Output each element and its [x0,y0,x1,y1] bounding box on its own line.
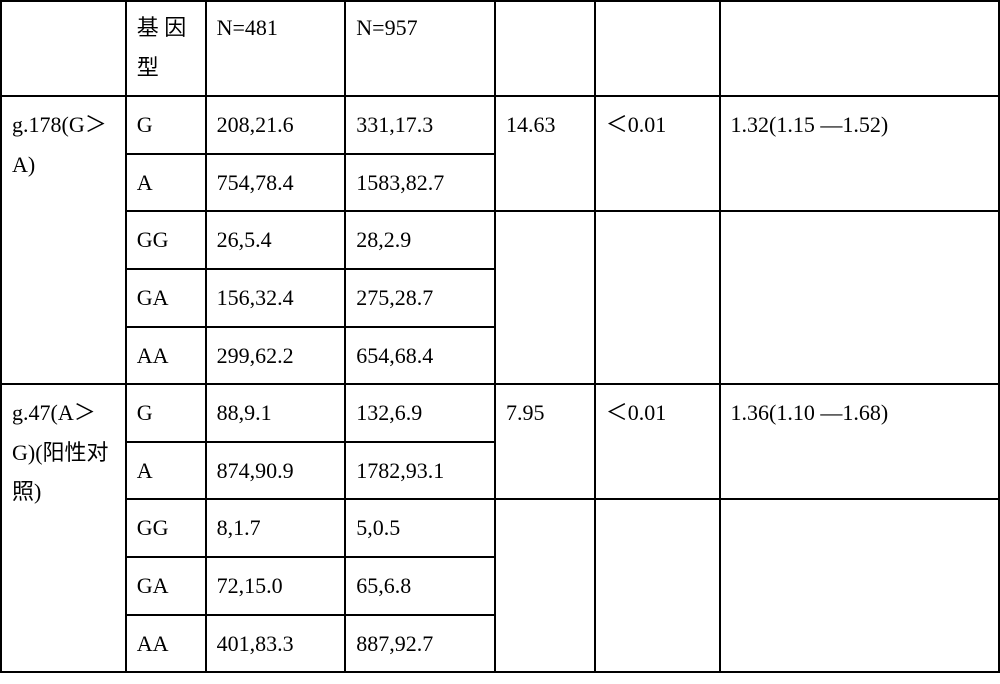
header-genotype: 基 因型 [126,1,206,96]
snp2-pval-2 [595,499,720,672]
header-n2: N=957 [345,1,495,96]
cell-geno: AA [126,327,206,385]
table-row: g.178(G＞A) G 208,21.6 331,17.3 14.63 ＜0.… [1,96,999,154]
cell-n2: 65,6.8 [345,557,495,615]
cell-n2: 28,2.9 [345,211,495,269]
header-stat [495,1,595,96]
cell-n2: 331,17.3 [345,96,495,154]
cell-n1: 88,9.1 [206,384,346,442]
cell-geno: G [126,384,206,442]
cell-n2: 1782,93.1 [345,442,495,500]
snp2-pval: ＜0.01 [595,384,720,499]
header-ci [720,1,999,96]
snp2-stat: 7.95 [495,384,595,499]
cell-n2: 1583,82.7 [345,154,495,212]
cell-n2: 654,68.4 [345,327,495,385]
cell-n1: 156,32.4 [206,269,346,327]
table-row: GG 26,5.4 28,2.9 [1,211,999,269]
cell-geno: GG [126,499,206,557]
cell-geno: G [126,96,206,154]
snp1-label: g.178(G＞A) [1,96,126,384]
cell-n1: 874,90.9 [206,442,346,500]
snp1-ci-2 [720,211,999,384]
cell-n2: 275,28.7 [345,269,495,327]
cell-n2: 5,0.5 [345,499,495,557]
table-container: 基 因型 N=481 N=957 g.178(G＞A) G 208,21.6 3… [0,0,1000,684]
snp2-ci: 1.36(1.10 —1.68) [720,384,999,499]
snp1-stat: 14.63 [495,96,595,211]
cell-n1: 754,78.4 [206,154,346,212]
snp1-stat-2 [495,211,595,384]
cell-n1: 299,62.2 [206,327,346,385]
genotype-table: 基 因型 N=481 N=957 g.178(G＞A) G 208,21.6 3… [0,0,1000,673]
cell-geno: GA [126,269,206,327]
table-row: GG 8,1.7 5,0.5 [1,499,999,557]
cell-geno: AA [126,615,206,673]
table-row: g.47(A＞G)(阳性对照) G 88,9.1 132,6.9 7.95 ＜0… [1,384,999,442]
cell-n2: 132,6.9 [345,384,495,442]
cell-geno: GG [126,211,206,269]
cell-geno: A [126,442,206,500]
cell-n1: 208,21.6 [206,96,346,154]
header-pval [595,1,720,96]
snp1-pval-2 [595,211,720,384]
cell-geno: GA [126,557,206,615]
cell-n1: 8,1.7 [206,499,346,557]
cell-geno: A [126,154,206,212]
snp2-ci-2 [720,499,999,672]
header-n1: N=481 [206,1,346,96]
snp2-stat-2 [495,499,595,672]
cell-n1: 401,83.3 [206,615,346,673]
snp1-ci: 1.32(1.15 —1.52) [720,96,999,211]
header-snp [1,1,126,96]
snp1-pval: ＜0.01 [595,96,720,211]
table-row: 基 因型 N=481 N=957 [1,1,999,96]
cell-n1: 26,5.4 [206,211,346,269]
cell-n2: 887,92.7 [345,615,495,673]
cell-n1: 72,15.0 [206,557,346,615]
snp2-label: g.47(A＞G)(阳性对照) [1,384,126,672]
